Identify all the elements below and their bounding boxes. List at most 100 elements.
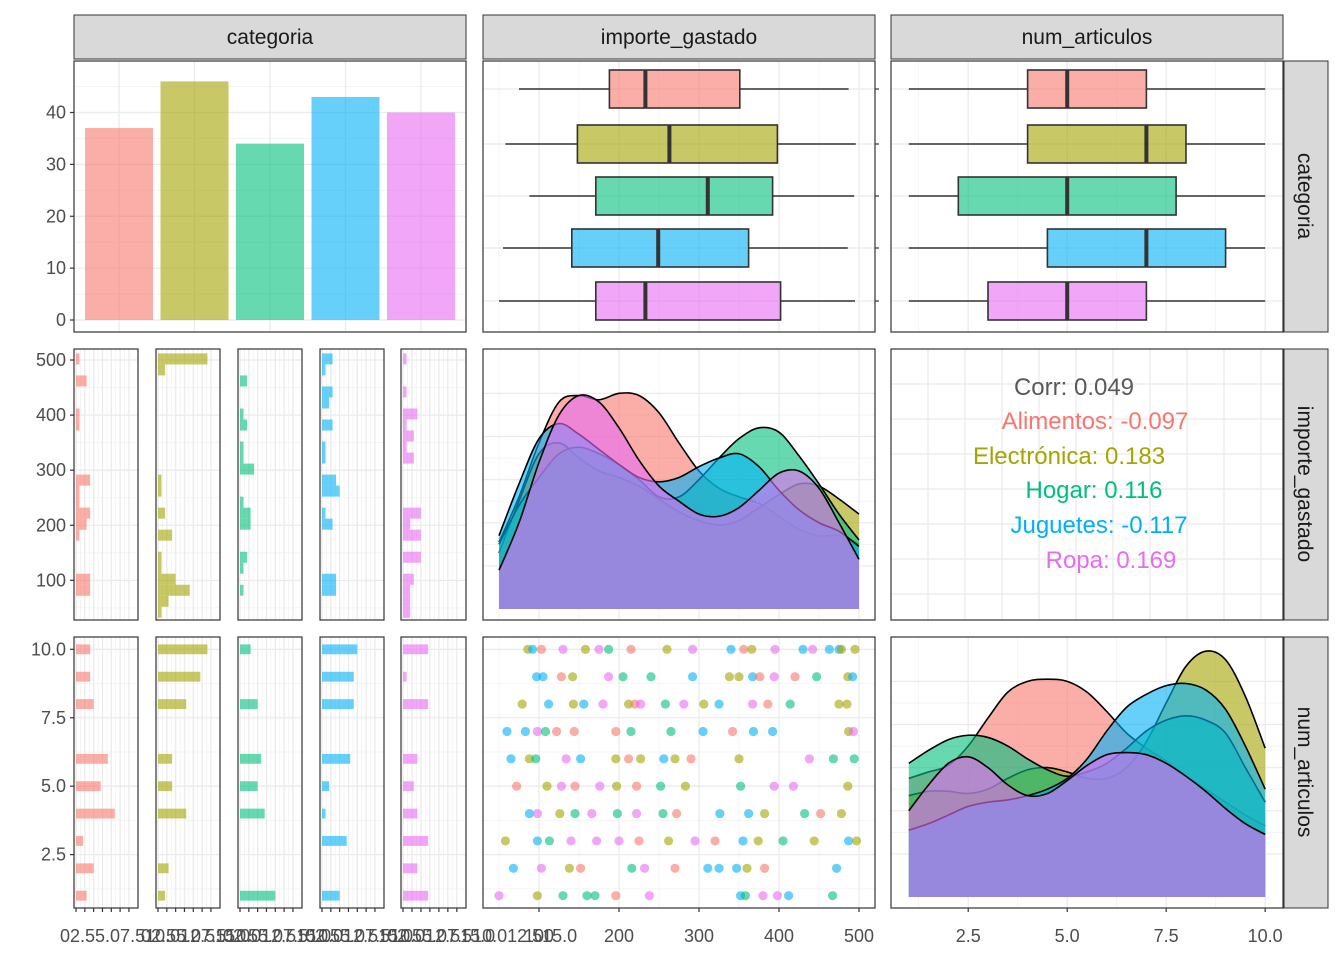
- hist-bar-hogar: [240, 808, 265, 819]
- scatter-point: [728, 726, 738, 737]
- scatter-xtick-label: 300: [684, 926, 714, 946]
- panel-hist-importe-juguetes: [319, 348, 385, 621]
- corr-overall: Corr: 0.049: [1014, 374, 1134, 401]
- scatter-point: [744, 808, 754, 819]
- hist-bar-juguetes: [322, 518, 333, 530]
- scatter-point: [738, 836, 748, 846]
- scatter-point: [520, 726, 531, 737]
- panel-hist-importe-alimentos: [73, 348, 139, 621]
- scatter-point: [528, 644, 538, 654]
- strip-right-2-label: importe_gastado: [1293, 406, 1316, 562]
- hist-bar-juguetes: [322, 584, 337, 596]
- scatter-point: [555, 808, 565, 819]
- hist-bar-electronica: [158, 584, 190, 596]
- panel-hist-num-hogar: [237, 636, 303, 912]
- scatter-point: [532, 836, 543, 846]
- scatter-point: [612, 781, 622, 791]
- scatter-point: [552, 726, 562, 737]
- hist-bar-ropa: [403, 529, 421, 541]
- bar-alimentos: [85, 128, 153, 320]
- hist-bar-hogar: [240, 507, 251, 519]
- scatter-point: [770, 644, 780, 654]
- scatter-point: [828, 891, 838, 901]
- panel-density-num: [890, 636, 1284, 909]
- hist-bar-ropa: [403, 781, 414, 792]
- scatter-point: [755, 672, 765, 682]
- scatter-point: [710, 836, 720, 846]
- bar-ropa: [387, 112, 455, 320]
- scatter-point: [809, 836, 819, 846]
- scatter-point: [611, 754, 621, 764]
- panel-scatter-bg: [483, 637, 875, 908]
- correlation-panel-text: Corr: 0.049 Alimentos: -0.097 Electrónic…: [973, 374, 1188, 574]
- hist-bar-alimentos: [76, 419, 80, 431]
- hist-bar-hogar: [240, 644, 251, 655]
- scatter-point: [569, 726, 579, 737]
- hist-bar-ropa: [403, 386, 407, 398]
- scatter-point: [531, 754, 541, 764]
- scatter-point: [646, 672, 656, 682]
- hist-bar-alimentos: [76, 573, 91, 585]
- panel-hist-num-juguetes: [319, 636, 385, 912]
- panel-bar-border: [73, 60, 467, 333]
- scatter-point: [556, 672, 567, 682]
- scatter-point: [626, 726, 636, 737]
- scatter-point: [632, 808, 642, 819]
- panel-hist-importe-yaxis: 100 200 300 400 500: [36, 350, 74, 590]
- panel-hist-importe-ropa: [400, 348, 467, 621]
- strip-right-1: categoria: [1283, 60, 1329, 333]
- bottom-hist-ticks-5: 02.55.07.510.012.515.0: [387, 926, 577, 946]
- scatter-point: [688, 644, 698, 654]
- scatter-point: [688, 672, 698, 682]
- hist-bar-electronica: [158, 606, 162, 618]
- scatter-point: [760, 808, 770, 819]
- box-alimentos: [1026, 69, 1148, 109]
- hist-bar-ropa: [403, 584, 411, 596]
- scatter-point: [558, 891, 568, 901]
- scatter-point: [576, 754, 586, 764]
- scatter-point: [624, 754, 634, 764]
- bar-juguetes: [311, 96, 380, 320]
- scatter-point: [612, 808, 623, 819]
- bottom-hist-ticks-2: 02.55.07.510.012.515.0: [141, 926, 331, 946]
- scatter-point: [542, 781, 552, 791]
- scatter-point: [732, 863, 742, 873]
- scatter-point: [627, 863, 637, 873]
- hist-bar-ropa: [403, 863, 418, 874]
- strip-right-3-label: num_articulos: [1293, 707, 1316, 838]
- scatter-point: [536, 644, 547, 654]
- corr-juguetes: Juguetes: -0.117: [1010, 512, 1187, 539]
- hist-bar-hogar: [240, 375, 248, 387]
- hist-ytick-label: 200: [36, 515, 66, 535]
- scatter-point: [662, 644, 672, 654]
- panel-hist-importe-electronica: [155, 348, 221, 621]
- corr-electronica: Electrónica: 0.183: [973, 443, 1165, 470]
- hist-bar-electronica: [158, 573, 176, 585]
- scatter-point: [570, 781, 580, 791]
- hist-bar-ropa: [403, 419, 407, 431]
- scatter-point: [598, 699, 608, 709]
- scatter-point: [500, 836, 510, 846]
- hist-bar-electronica: [158, 562, 162, 574]
- panel-hist-num-hogar-border: [237, 636, 303, 909]
- hist-bar-alimentos: [76, 863, 94, 874]
- scatter-point: [561, 754, 571, 764]
- hist-bar-juguetes: [322, 419, 333, 431]
- scatter-xtick-label: 200: [604, 926, 634, 946]
- hist-bar-ropa: [403, 836, 429, 846]
- hist-bar-juguetes: [322, 644, 358, 655]
- strip-top-2: importe_gastado: [482, 14, 876, 60]
- hist-bar-ropa: [403, 644, 429, 655]
- scatter-point: [742, 863, 752, 873]
- hist-bar-alimentos: [76, 485, 80, 497]
- hist-bar-juguetes: [322, 890, 340, 901]
- panel-scatter: [482, 636, 876, 909]
- scatter-point: [785, 699, 795, 709]
- scatter-point: [734, 672, 744, 682]
- scatter-point: [816, 808, 826, 819]
- hist-bar-juguetes: [322, 353, 333, 365]
- hist-bar-alimentos: [76, 781, 101, 792]
- panels-layer: 0102030401002003004005002.55.07.510.0100…: [31, 60, 1287, 946]
- hist-bar-electronica: [158, 890, 166, 901]
- scatter-point: [666, 726, 676, 737]
